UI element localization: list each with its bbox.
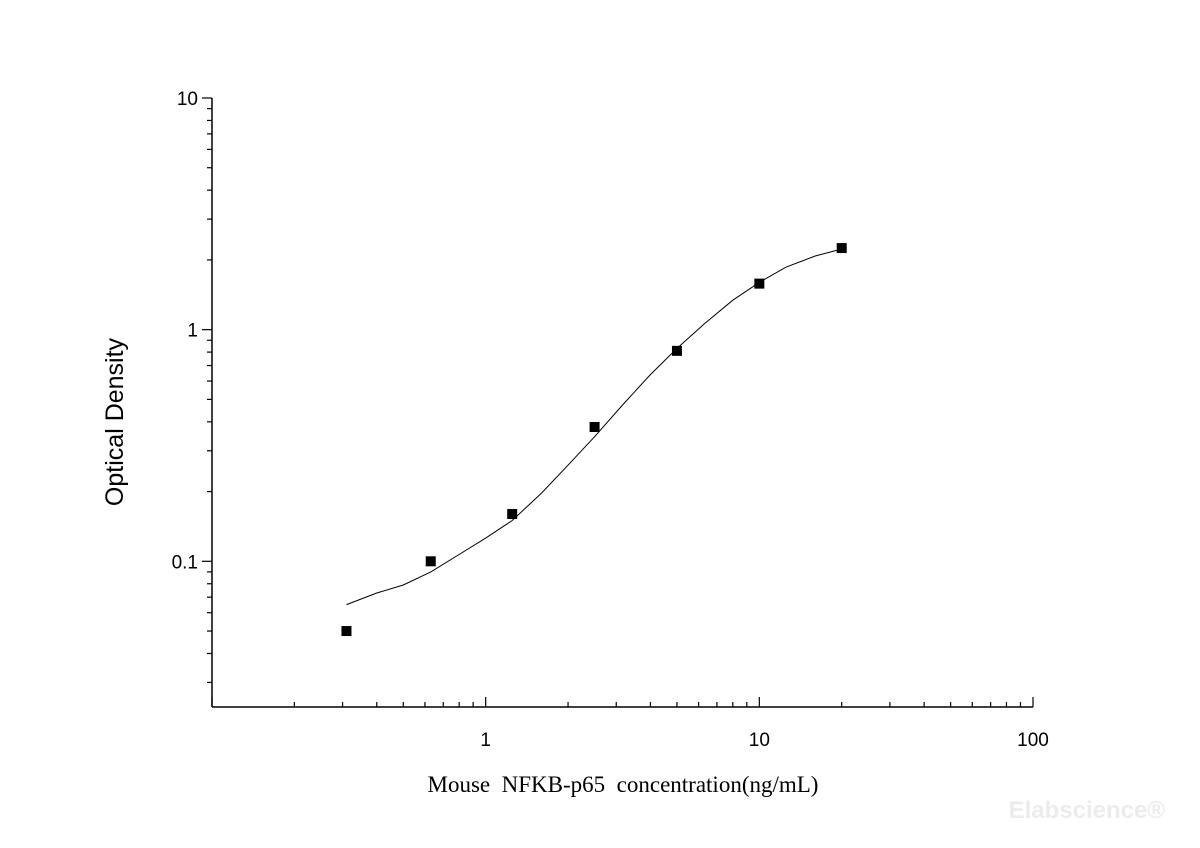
data-point <box>507 509 518 520</box>
data-point <box>425 556 436 567</box>
data-point <box>754 278 765 289</box>
y-tick-label: 10 <box>177 89 198 110</box>
y-axis-label: Optical Density <box>101 337 129 506</box>
x-tick-labels: 1 10 100 <box>480 730 1048 751</box>
x-axis-label: Mouse NFKB-p65 concentration(ng/mL) <box>428 772 819 797</box>
x-tick-label: 100 <box>1017 730 1049 751</box>
y-tick-label: 0.1 <box>172 552 198 573</box>
x-ticks <box>211 697 1034 707</box>
x-tick-label: 1 <box>480 730 491 751</box>
y-ticks <box>202 97 212 684</box>
data-point <box>341 626 352 637</box>
data-point <box>671 345 682 356</box>
y-tick-labels: 0.1 1 10 <box>172 89 198 573</box>
watermark-logo: Elabscience® <box>1009 797 1166 824</box>
data-points <box>341 243 847 637</box>
data-point <box>836 243 847 254</box>
data-point <box>589 421 600 432</box>
axes <box>211 98 1033 708</box>
y-tick-label: 1 <box>187 321 198 342</box>
x-tick-label: 10 <box>749 730 770 751</box>
